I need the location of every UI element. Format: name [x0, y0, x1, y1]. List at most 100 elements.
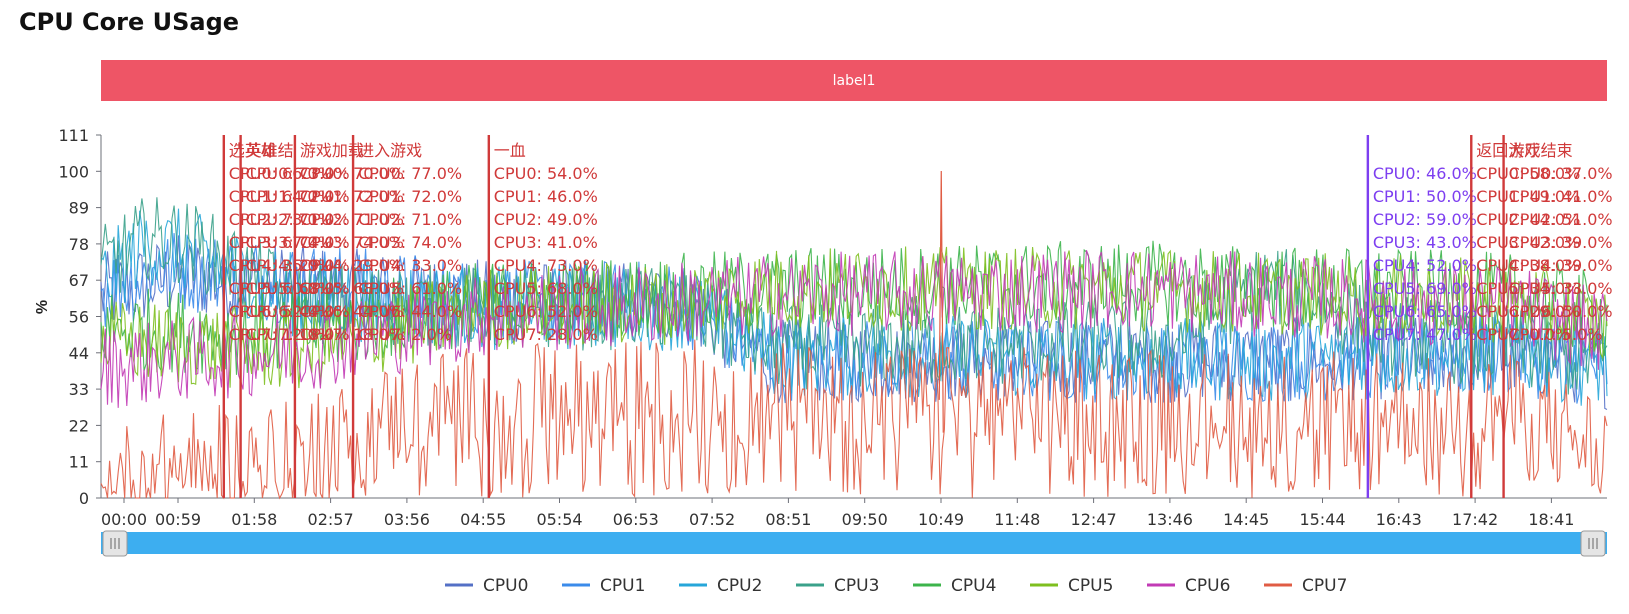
event-value-label: CPU5: 68.0%	[494, 279, 598, 298]
event-value-label: CPU4: 38.0%	[1476, 256, 1580, 275]
event-title: 英雄结	[246, 141, 294, 160]
event-value-label: CPU5: 61.0%	[358, 279, 462, 298]
event-value-label: CPU7: 2.0%	[358, 325, 452, 344]
event-value-label: CPU5: 68.0%	[246, 279, 350, 298]
x-tick-label: 16:43	[1376, 510, 1422, 529]
event-value-label: CPU6: 44.0%	[246, 302, 350, 321]
event-title: 游戏加载	[300, 141, 364, 160]
event-value-label: CPU1: 72.0%	[358, 187, 462, 206]
event-value-label: CPU3: 67.0%	[229, 233, 333, 252]
legend-item-cpu5[interactable]: CPU5	[1030, 576, 1113, 596]
x-tick-label: 12:47	[1071, 510, 1117, 529]
legend-item-cpu6[interactable]: CPU6	[1147, 576, 1230, 596]
event-value-label: CPU1: 46.0%	[494, 187, 598, 206]
event-value-label: CPU6: 29.0%	[1476, 302, 1580, 321]
event-value-label: CPU6: 52.0%	[229, 302, 333, 321]
y-tick-label: 111	[58, 126, 89, 145]
legend-item-cpu2[interactable]: CPU2	[679, 576, 762, 596]
y-tick-label: 78	[69, 235, 89, 254]
y-tick-label: 89	[69, 199, 89, 218]
event-value-label: CPU2: 51.0%	[1509, 210, 1613, 229]
x-tick-label: 08:51	[765, 510, 811, 529]
event-value-label: CPU3: 41.0%	[494, 233, 598, 252]
legend-label: CPU4	[951, 576, 996, 596]
x-tick-label: 18:41	[1528, 510, 1574, 529]
legend-item-cpu1[interactable]: CPU1	[562, 576, 645, 596]
event-value-label: CPU3: 42.0%	[1476, 233, 1580, 252]
zoom-slider	[101, 530, 1607, 557]
x-tick-label: 01:58	[231, 510, 277, 529]
y-tick-label: 11	[69, 453, 89, 472]
event-value-label: CPU1: 64.0%	[229, 187, 333, 206]
x-tick-label: 06:53	[613, 510, 659, 529]
legend-label: CPU2	[717, 576, 762, 596]
event-value-label: CPU7: 0.0%	[1476, 325, 1570, 344]
y-axis-title: %	[34, 300, 51, 314]
legend-label: CPU7	[1302, 576, 1347, 596]
y-tick-label: 67	[69, 271, 89, 290]
x-tick-label: 15:44	[1299, 510, 1345, 529]
y-tick-label: 22	[69, 416, 89, 435]
event-value-label: CPU2: 49.0%	[494, 210, 598, 229]
event-title: 一血	[494, 141, 526, 160]
event-value-label: CPU0: 58.0%	[1476, 164, 1580, 183]
event-value-label: CPU6: 65.0%	[1373, 302, 1477, 321]
event-value-label: CPU7: 5.0%	[1509, 325, 1603, 344]
event-value-label: CPU1: 50.0%	[1373, 187, 1477, 206]
x-tick-label: 13:46	[1147, 510, 1193, 529]
legend-item-cpu7[interactable]: CPU7	[1264, 576, 1347, 596]
event-value-label: CPU4: 35.0%	[229, 256, 333, 275]
y-tick-label: 0	[79, 489, 89, 508]
event-value-label: CPU0: 37.0%	[1509, 164, 1613, 183]
x-tick-label: 07:52	[689, 510, 735, 529]
y-tick-label: 44	[69, 344, 89, 363]
event-value-label: CPU0: 77.0%	[358, 164, 462, 183]
event-value-label: CPU2: 71.0%	[358, 210, 462, 229]
x-tick-label: 02:57	[308, 510, 354, 529]
label-banner: label1	[101, 60, 1607, 101]
event-value-label: CPU6: 50.0%	[1509, 302, 1613, 321]
chart-legend: CPU0 CPU1 CPU2 CPU3 CPU4 CPU5 CPU6 CPU7	[445, 576, 1347, 596]
x-tick-label: 11:48	[994, 510, 1040, 529]
x-tick-label: 04:55	[460, 510, 506, 529]
y-tick-label: 33	[69, 380, 89, 399]
event-title: 游戏结束	[1509, 141, 1573, 160]
event-value-label: CPU3: 43.0%	[1373, 233, 1477, 252]
x-tick-label: 00:00	[101, 510, 147, 529]
legend-item-cpu0[interactable]: CPU0	[445, 576, 528, 596]
event-value-label: CPU0: 46.0%	[1373, 164, 1477, 183]
slider-track	[101, 532, 1607, 554]
event-value-label: CPU6: 52.0%	[494, 302, 598, 321]
legend-item-cpu3[interactable]: CPU3	[796, 576, 879, 596]
legend-item-cpu4[interactable]: CPU4	[913, 576, 996, 596]
event-value-label: CPU6: 44.0%	[358, 302, 462, 321]
event-value-label: CPU1: 41.0%	[1509, 187, 1613, 206]
event-value-label: CPU4: 73.0%	[494, 256, 598, 275]
event-value-label: CPU0: 66.0%	[229, 164, 333, 183]
event-value-label: CPU4: 39.0%	[1509, 256, 1613, 275]
event-value-label: CPU7: 12.0%	[229, 325, 333, 344]
event-value-label: CPU1: 72.0%	[246, 187, 350, 206]
legend-label: CPU1	[600, 576, 645, 596]
event-value-label: CPU4: 52.0%	[1373, 256, 1477, 275]
y-tick-label: 100	[58, 162, 89, 181]
legend-label: CPU6	[1185, 576, 1230, 596]
x-tick-label: 03:56	[384, 510, 430, 529]
x-tick-label: 14:45	[1223, 510, 1269, 529]
event-value-label: CPU2: 73.0%	[229, 210, 333, 229]
spike-mark	[938, 170, 944, 433]
event-value-label: CPU4: 29.0%	[246, 256, 350, 275]
y-tick-label: 56	[69, 308, 89, 327]
legend-label: CPU0	[483, 576, 528, 596]
legend-label: CPU5	[1068, 576, 1113, 596]
event-value-label: CPU2: 71.0%	[246, 210, 350, 229]
event-value-label: CPU3: 39.0%	[1509, 233, 1613, 252]
event-value-label: CPU3: 74.0%	[358, 233, 462, 252]
event-value-label: CPU0: 73.0%	[246, 164, 350, 183]
event-value-label: CPU5: 34.0%	[1476, 279, 1580, 298]
x-tick-label: 00:59	[155, 510, 201, 529]
event-value-label: CPU3: 74.0%	[246, 233, 350, 252]
event-value-label: CPU4: 33.0%	[358, 256, 462, 275]
